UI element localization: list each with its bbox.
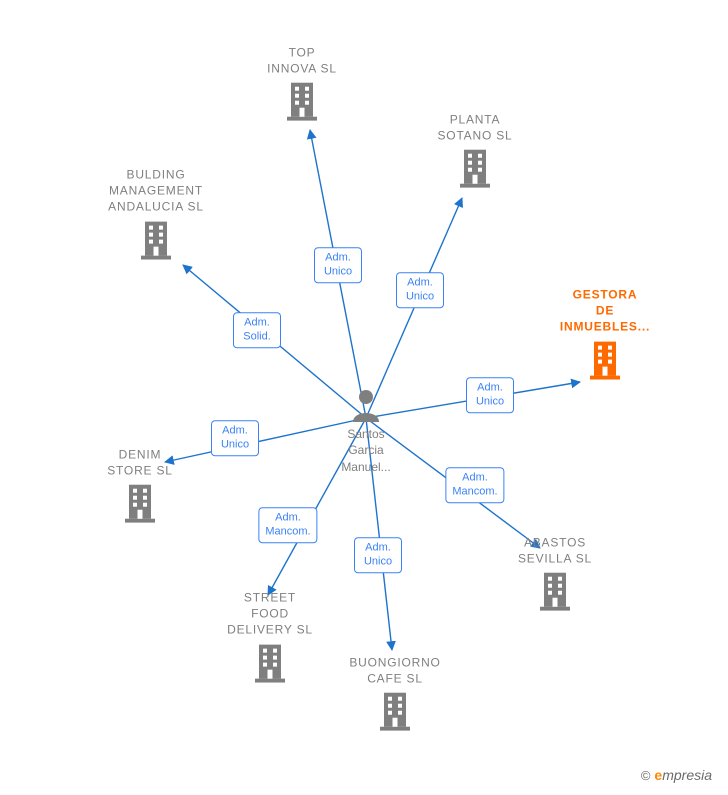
- edge-label: Adm. Unico: [466, 377, 514, 413]
- node-label: BUONGIORNO CAFE SL: [325, 655, 465, 687]
- node-label: DENIM STORE SL: [70, 447, 210, 479]
- node-street-food[interactable]: STREET FOOD DELIVERY SL: [200, 590, 340, 687]
- center-person[interactable]: Santos Garcia Manuel...: [326, 388, 406, 475]
- edge-label: Adm. Solid.: [233, 312, 281, 348]
- node-label: STREET FOOD DELIVERY SL: [200, 590, 340, 639]
- node-label: ABASTOS SEVILLA SL: [485, 535, 625, 567]
- center-label: Santos Garcia Manuel...: [326, 426, 406, 475]
- edge-label: Adm. Unico: [396, 272, 444, 308]
- node-buongiorno[interactable]: BUONGIORNO CAFE SL: [325, 655, 465, 736]
- node-denim-store[interactable]: DENIM STORE SL: [70, 447, 210, 528]
- node-label: PLANTA SOTANO SL: [405, 112, 545, 144]
- building-icon: [253, 642, 287, 682]
- node-label: GESTORA DE INMUEBLES...: [535, 287, 675, 336]
- node-label: TOP INNOVA SL: [232, 45, 372, 77]
- footer-copyright: © empresia: [641, 767, 712, 783]
- edge-label: Adm. Mancom.: [445, 467, 504, 503]
- node-abastos[interactable]: ABASTOS SEVILLA SL: [485, 535, 625, 616]
- edge-label: Adm. Unico: [354, 537, 402, 573]
- building-icon: [538, 571, 572, 611]
- node-gestora[interactable]: GESTORA DE INMUEBLES...: [535, 287, 675, 384]
- edge-line: [366, 198, 462, 418]
- edge-label: Adm. Mancom.: [258, 507, 317, 543]
- building-icon: [378, 691, 412, 731]
- edge-label: Adm. Unico: [211, 420, 259, 456]
- edge-label: Adm. Unico: [314, 247, 362, 283]
- node-bulding-mgmt[interactable]: BULDING MANAGEMENT ANDALUCIA SL: [86, 167, 226, 264]
- building-icon: [139, 219, 173, 259]
- node-top-innova[interactable]: TOP INNOVA SL: [232, 45, 372, 126]
- person-icon: [351, 388, 381, 422]
- building-icon: [458, 148, 492, 188]
- node-planta-sotano[interactable]: PLANTA SOTANO SL: [405, 112, 545, 193]
- building-icon: [588, 339, 622, 379]
- brand-name: mpresia: [662, 767, 712, 783]
- node-label: BULDING MANAGEMENT ANDALUCIA SL: [86, 167, 226, 216]
- building-icon: [285, 81, 319, 121]
- building-icon: [123, 483, 157, 523]
- copyright-symbol: ©: [641, 768, 651, 783]
